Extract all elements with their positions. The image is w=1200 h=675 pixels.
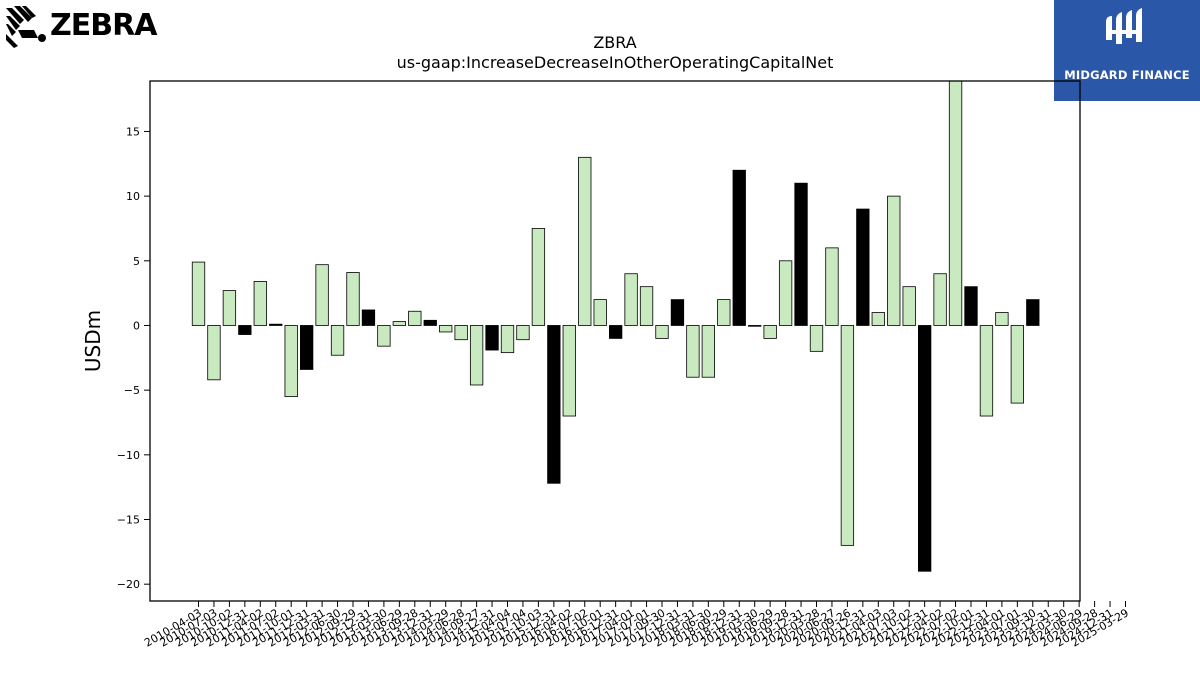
bar-38 <box>778 260 793 326</box>
bar-15 <box>423 319 437 326</box>
bar-14 <box>408 310 422 326</box>
bar-6 <box>284 325 298 398</box>
bar-5 <box>269 323 283 326</box>
bar-18 <box>469 325 484 386</box>
y-tick-label: 0 <box>133 319 140 332</box>
bar-2 <box>222 290 237 326</box>
y-tick-label: 15 <box>126 125 140 138</box>
bar-49 <box>948 80 963 326</box>
bar-41 <box>825 247 839 326</box>
bar-16 <box>439 325 453 333</box>
midgard-emblem-icon <box>1106 8 1142 44</box>
bar-54 <box>1026 299 1040 326</box>
plot-frame <box>149 80 1081 602</box>
y-tick-label: −20 <box>117 578 140 591</box>
y-tick-label: 10 <box>126 190 140 203</box>
bar-8 <box>315 264 329 326</box>
bar-40 <box>809 325 824 352</box>
bar-52 <box>995 312 1009 326</box>
bar-22 <box>531 228 546 326</box>
zebra-head-icon <box>6 6 46 48</box>
bar-39 <box>794 182 808 326</box>
y-axis: −20 −15 −10 −5 0 5 10 15 <box>117 125 150 591</box>
bar-44 <box>871 312 885 326</box>
bar-42 <box>840 325 855 546</box>
bar-12 <box>377 325 391 347</box>
x-axis: 2010-04-032010-07-032010-10-022010-12-31… <box>142 601 1131 650</box>
bar-11 <box>361 309 376 326</box>
bar-19 <box>485 325 499 351</box>
bar-50 <box>964 286 978 326</box>
bar-23 <box>547 325 561 484</box>
bar-34 <box>717 299 731 326</box>
bar-31 <box>670 299 685 326</box>
bar-17 <box>454 325 468 341</box>
bar-21 <box>516 325 530 341</box>
bar-7 <box>299 325 314 370</box>
bar-13 <box>392 321 407 326</box>
y-tick-label: −5 <box>124 384 140 397</box>
bar-26 <box>593 299 607 326</box>
bar-10 <box>346 272 360 326</box>
bar-29 <box>639 286 654 326</box>
y-tick-label: −15 <box>117 514 140 527</box>
bar-46 <box>902 286 916 326</box>
bar-28 <box>624 273 638 326</box>
bars-group <box>191 80 1040 572</box>
bar-32 <box>686 325 700 378</box>
chart-title: ZBRA <box>593 33 636 52</box>
zebra-logo <box>4 4 154 52</box>
bar-53 <box>1010 325 1024 404</box>
bar-3 <box>238 325 252 335</box>
bar-47 <box>918 325 932 572</box>
y-tick-label: 5 <box>133 255 140 268</box>
bar-33 <box>701 325 715 378</box>
y-axis-label: USDm <box>81 310 105 372</box>
bar-37 <box>763 325 777 339</box>
bar-30 <box>655 325 669 339</box>
bar-25 <box>578 156 592 326</box>
bar-51 <box>979 325 994 417</box>
bar-36 <box>748 325 762 327</box>
bar-48 <box>933 273 947 326</box>
bar-35 <box>732 169 746 326</box>
bar-45 <box>887 195 901 326</box>
publisher-name: MIDGARD FINANCE <box>1064 68 1190 82</box>
bar-43 <box>856 208 870 326</box>
chart-subtitle: us-gaap:IncreaseDecreaseInOtherOperating… <box>397 53 834 72</box>
bar-4 <box>253 281 267 326</box>
bar-9 <box>330 325 345 356</box>
bar-1 <box>207 325 221 381</box>
bar-27 <box>609 325 623 339</box>
y-tick-label: −10 <box>117 449 140 462</box>
bar-20 <box>500 325 515 354</box>
bar-24 <box>562 325 576 417</box>
company-name: ZEBRA <box>50 8 157 43</box>
bar-0 <box>191 261 206 326</box>
publisher-logo: MIDGARD FINANCE <box>1054 0 1200 101</box>
